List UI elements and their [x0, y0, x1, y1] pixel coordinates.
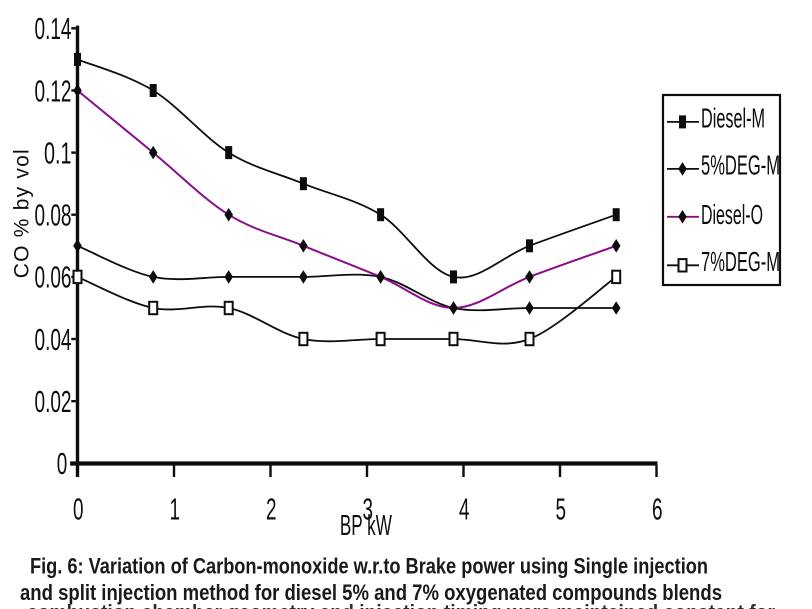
svg-text:Fig. 6: Variation of Carbon-mo: Fig. 6: Variation of Carbon-monoxide w.r…	[30, 553, 708, 578]
svg-text:0.14: 0.14	[35, 11, 72, 46]
svg-text:0.1: 0.1	[44, 135, 72, 170]
svg-text:0.06: 0.06	[35, 260, 72, 295]
svg-text:Diesel-M: Diesel-M	[701, 102, 765, 133]
svg-text:0.02: 0.02	[35, 384, 72, 419]
svg-text:0.04: 0.04	[35, 322, 72, 357]
svg-text:2: 2	[266, 491, 277, 526]
svg-text:4: 4	[459, 491, 470, 526]
svg-text:6: 6	[652, 491, 663, 526]
svg-text:Diesel-O: Diesel-O	[701, 199, 763, 230]
svg-text:0.12: 0.12	[35, 73, 72, 108]
svg-text:5%DEG-M: 5%DEG-M	[701, 149, 780, 180]
svg-text:0: 0	[57, 446, 68, 481]
svg-text:7%DEG-M: 7%DEG-M	[701, 246, 780, 277]
svg-text:BP kW: BP kW	[340, 510, 392, 542]
svg-text:3: 3	[363, 491, 374, 526]
svg-text:and split injection method for: and split injection method for diesel 5%…	[20, 580, 722, 605]
svg-text:5: 5	[556, 491, 567, 526]
svg-text:combustion chamber geometry an: combustion chamber geometry and injectio…	[27, 600, 775, 609]
svg-text:CO % by vol: CO % by vol	[11, 149, 34, 278]
svg-text:1: 1	[170, 491, 181, 526]
svg-text:0.08: 0.08	[35, 198, 72, 233]
svg-text:0: 0	[73, 491, 84, 526]
